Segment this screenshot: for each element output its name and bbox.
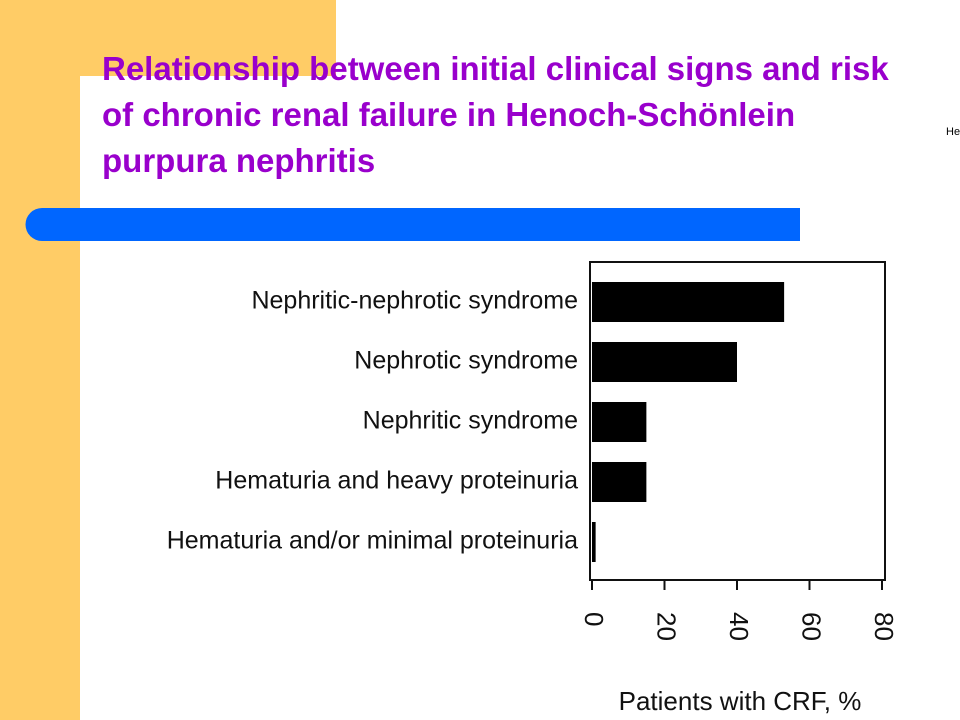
bar — [592, 342, 737, 382]
y-tick-label: Nephritic syndrome — [363, 407, 578, 435]
title-underline — [25, 208, 800, 241]
bar — [592, 522, 596, 562]
slide-title: Relationship between initial clinical si… — [102, 50, 889, 179]
x-tick-label: 20 — [652, 612, 682, 641]
x-tick-label: 80 — [869, 612, 899, 641]
x-tick-label: 60 — [797, 612, 827, 641]
y-tick-label: Hematuria and/or minimal proteinuria — [167, 527, 578, 555]
bar — [592, 282, 785, 322]
y-tick-label: Hematuria and heavy proteinuria — [215, 467, 578, 495]
bar — [592, 402, 647, 442]
bar — [592, 462, 647, 502]
x-tick-label: 0 — [579, 612, 609, 626]
side-note: He — [946, 126, 960, 138]
y-tick-label: Nephrotic syndrome — [354, 347, 578, 375]
y-tick-label: Nephritic-nephrotic syndrome — [251, 287, 578, 315]
slide-decor — [0, 0, 80, 720]
slide-decor — [80, 76, 960, 720]
x-tick-label: 40 — [724, 612, 754, 641]
x-axis-label: Patients with CRF, % — [619, 686, 862, 716]
